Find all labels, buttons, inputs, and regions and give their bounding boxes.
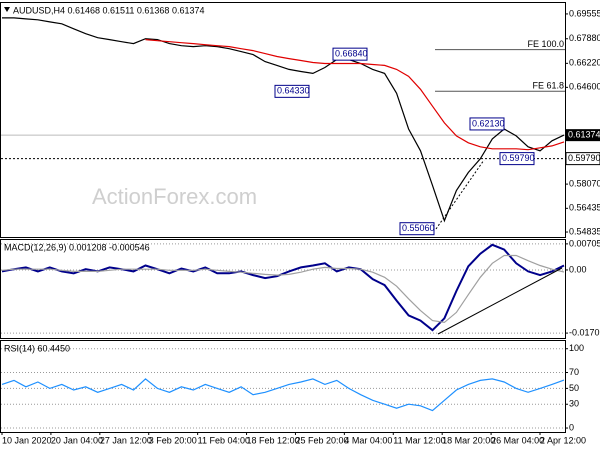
annotation-box (274, 84, 310, 98)
x-tick-label: 4 Mar 04:00 (344, 435, 392, 445)
y-tick-label: 100 (569, 343, 584, 353)
x-tick-label: 20 Jan 04:00 (51, 435, 103, 445)
support-label: 0.59790 (568, 153, 600, 163)
fib-label: FE 100.0 (527, 39, 564, 49)
y-tick-label: 0.66220 (569, 58, 600, 68)
y-tick-label: 70 (569, 367, 579, 377)
pane-title: MACD(12,26,9) 0.001208 -0.000546 (4, 242, 150, 252)
y-tick-label: 0.007058 (569, 238, 600, 248)
y-tick-label: -0.01709 (569, 327, 600, 337)
pane-title: AUDUSD,H4 0.61468 0.61511 0.61368 0.6137… (13, 5, 204, 15)
x-tick-label: 18 Mar 20:00 (442, 435, 495, 445)
x-tick-label: 11 Mar 12:00 (393, 435, 445, 445)
series-line (145, 39, 565, 151)
x-tick-label: 26 Mar 04:00 (491, 435, 544, 445)
annotation-box (332, 47, 368, 61)
annotation-box (399, 222, 435, 236)
x-tick-label: 18 Feb 12:00 (247, 435, 300, 445)
annotation-label: 0.55060 (402, 223, 435, 233)
pane-title: RSI(14) 60.4450 (4, 343, 70, 353)
y-tick-label: 50 (569, 383, 579, 393)
current-price-box (566, 129, 600, 142)
series-line (2, 17, 565, 223)
y-tick-label: 0 (569, 422, 574, 432)
x-tick-label: 11 Feb 04:00 (198, 435, 250, 445)
x-tick-label: 10 Jan 2020 (2, 435, 52, 445)
annotation-box (499, 152, 535, 166)
annotation-box (469, 117, 505, 131)
y-tick-label: 0.69555 (569, 8, 600, 18)
x-tick-label: 27 Jan 12:00 (100, 435, 152, 445)
header-arrow (4, 7, 10, 12)
trendline (437, 267, 563, 335)
y-tick-label: 0.54835 (569, 226, 600, 236)
annotation-label: 0.64330 (277, 86, 310, 96)
current-price-label: 0.61374 (568, 130, 600, 140)
x-tick-label: 3 Feb 20:00 (149, 435, 197, 445)
y-tick-label: 30 (569, 399, 579, 409)
x-tick-label: 25 Feb 20:00 (295, 435, 348, 445)
y-tick-label: 0.64600 (569, 82, 600, 92)
y-tick-label: 0.56435 (569, 203, 600, 213)
support-box (565, 152, 600, 166)
annotation-label: 0.59790 (502, 153, 535, 163)
y-tick-label: 0.67880 (569, 33, 600, 43)
series-line (1, 254, 565, 324)
fib-label: FE 61.8 (532, 81, 564, 91)
y-tick-label: 0.58070 (569, 178, 600, 188)
y-tick-label: 0.00 (569, 264, 587, 274)
annotation-label: 0.66840 (335, 49, 368, 59)
pane-frame (0, 239, 566, 339)
series-line (1, 378, 565, 412)
annotation-label: 0.62130 (472, 118, 505, 128)
watermark: ActionForex.com (92, 184, 257, 209)
x-tick-label: 2 Apr 12:00 (540, 435, 586, 445)
